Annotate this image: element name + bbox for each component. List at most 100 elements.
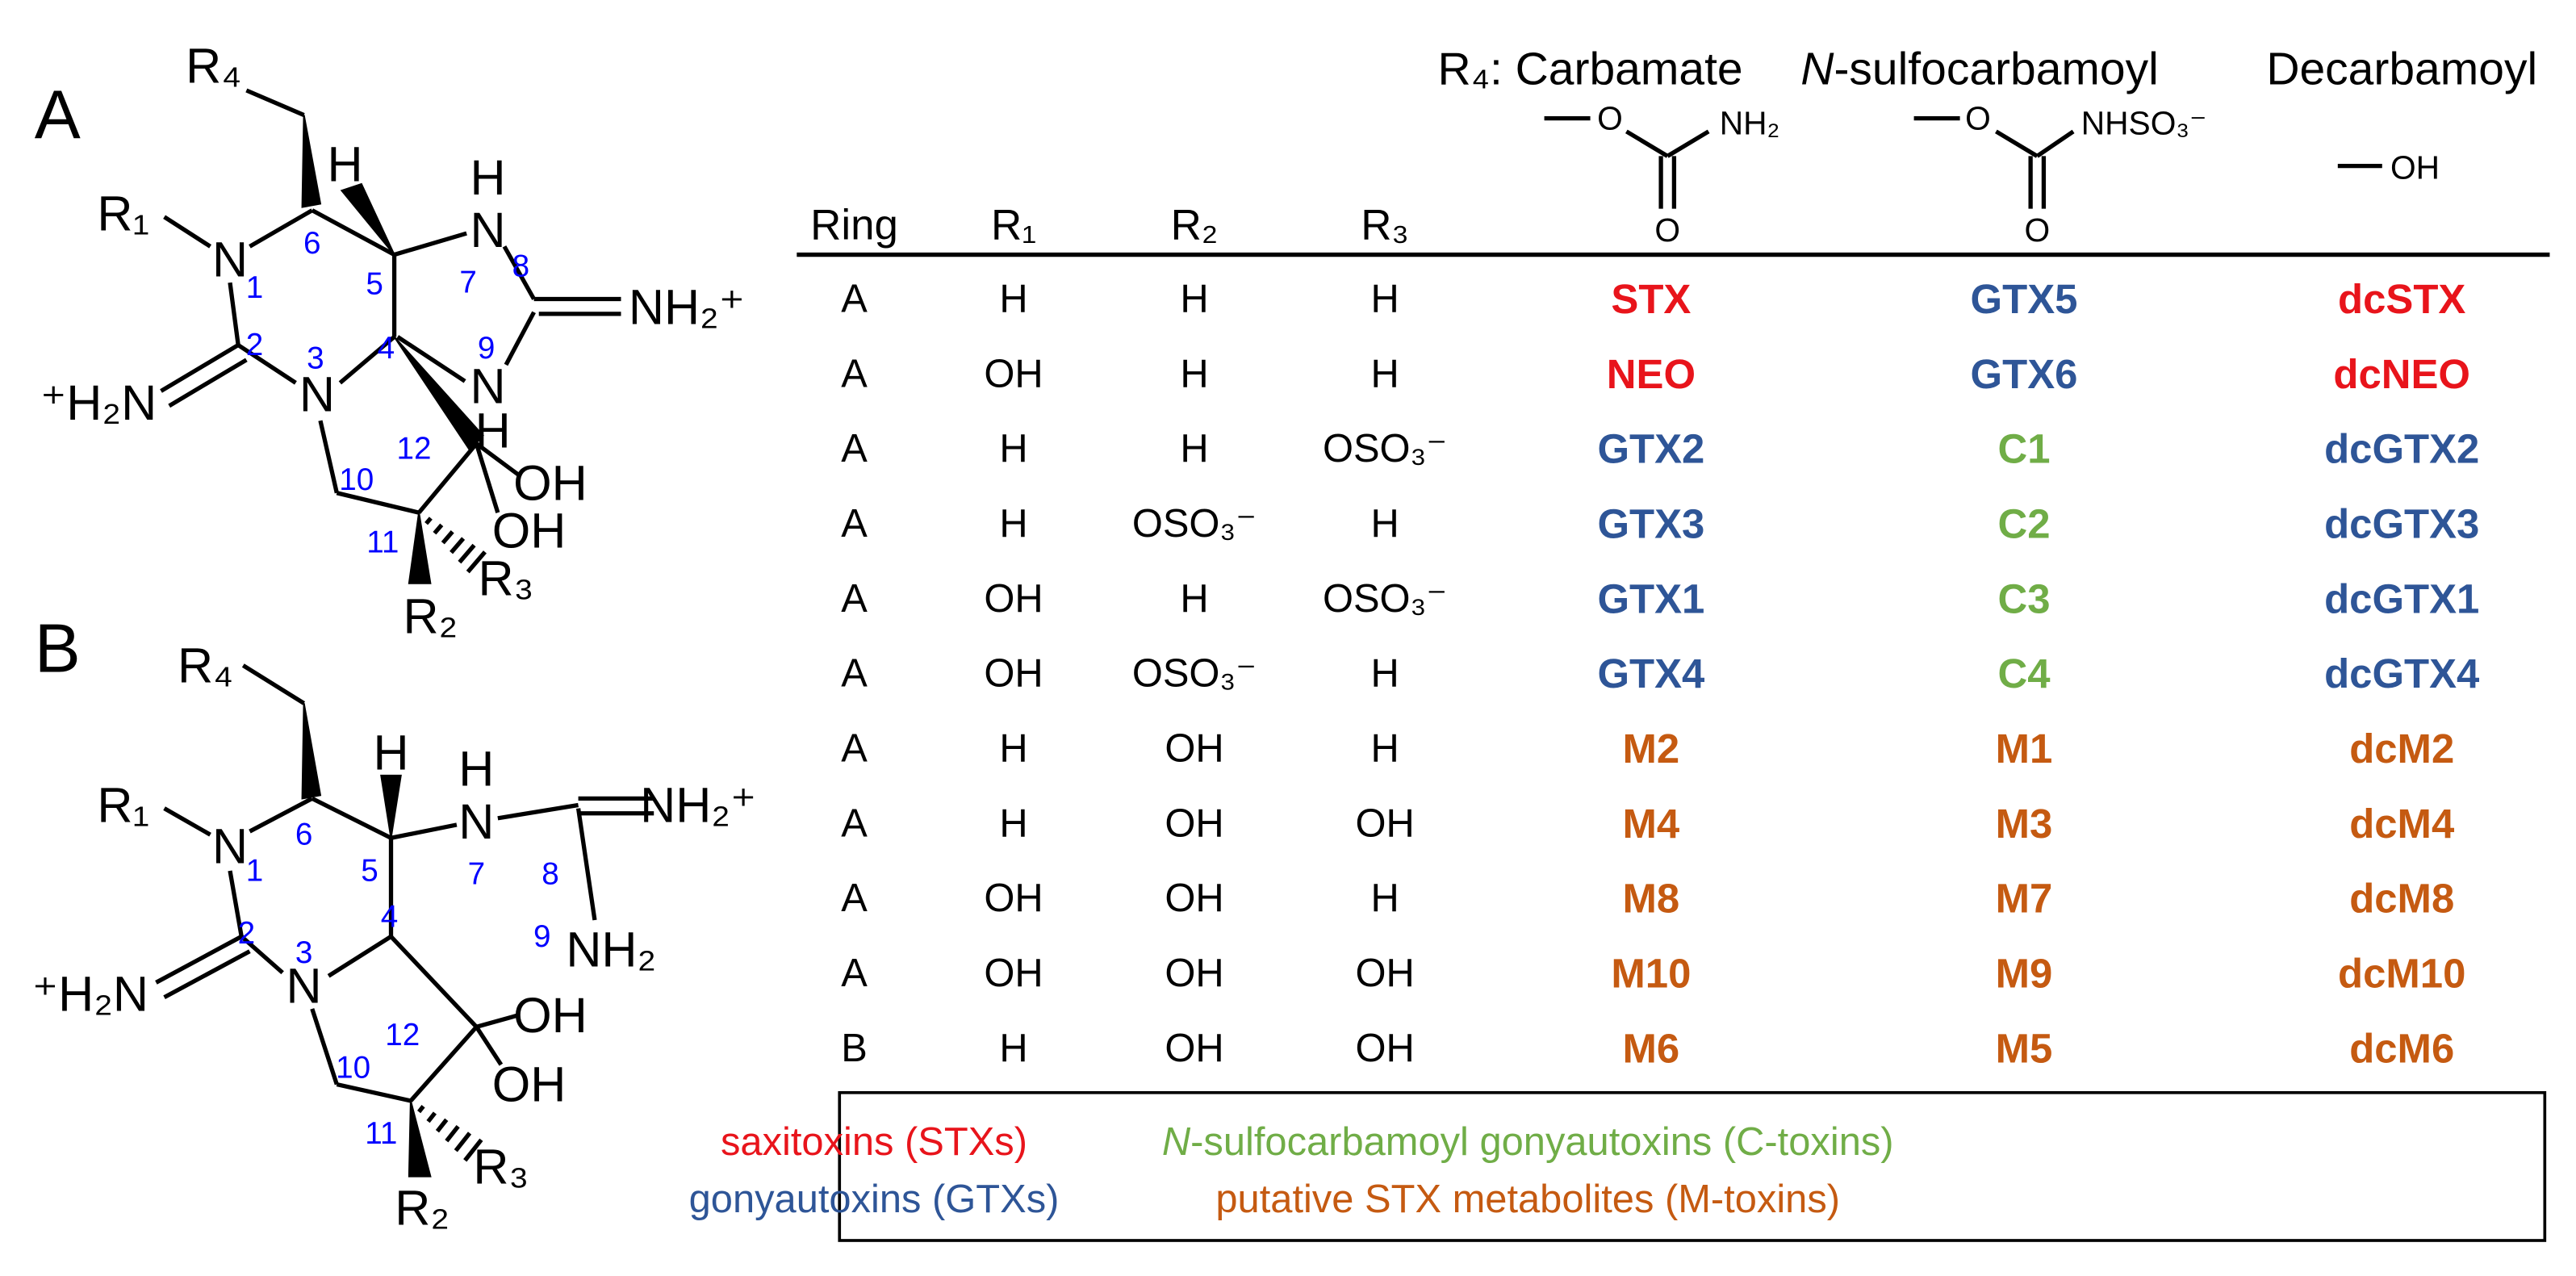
table-cell: H xyxy=(999,502,1027,546)
atom-label: ⁺H₂N xyxy=(40,375,157,430)
atom-label: R₂ xyxy=(395,1180,450,1235)
atom-number: 7 xyxy=(468,857,486,892)
table-cell: OH xyxy=(1355,1027,1414,1070)
atom-number: 1 xyxy=(246,853,264,888)
atom-label: R₄ xyxy=(186,38,241,93)
panel-label: A xyxy=(35,77,81,153)
structure-a-bonds xyxy=(160,88,621,584)
table-cell: OSO₃⁻ xyxy=(1323,577,1447,621)
table-cell: A xyxy=(841,801,868,845)
toxin-name: M9 xyxy=(1996,950,2053,996)
atom-label: H xyxy=(475,403,511,458)
structure-atom: OH xyxy=(2390,149,2440,186)
table-cell: OH xyxy=(1165,1027,1223,1070)
atom-number: 4 xyxy=(378,331,395,366)
toxin-name: M6 xyxy=(1623,1025,1680,1071)
atom-label: OH xyxy=(492,504,567,559)
table-cell: OH xyxy=(984,876,1043,920)
table-cell: A xyxy=(841,427,868,471)
column-header: R₁ xyxy=(991,201,1036,249)
table-cell: OSO₃⁻ xyxy=(1132,502,1257,546)
atom-label: ⁺H₂N xyxy=(32,967,148,1022)
toxin-name: dcM4 xyxy=(2349,801,2455,847)
legend-entry: putative STX metabolites (M-toxins) xyxy=(1215,1178,1840,1221)
table-cell: OH xyxy=(1165,952,1223,995)
table-cell: H xyxy=(999,1027,1027,1070)
table-cell: OH xyxy=(984,352,1043,395)
atom-number: 4 xyxy=(381,899,399,934)
atom-number: 3 xyxy=(295,935,313,970)
table-cell: OSO₃⁻ xyxy=(1132,652,1257,696)
table-cell: H xyxy=(1180,278,1208,321)
table-cell: A xyxy=(841,952,868,995)
atom-label: OH xyxy=(513,988,588,1043)
table-cell: OH xyxy=(984,652,1043,696)
group-header-text: R₄: Carbamate xyxy=(1438,44,1743,95)
toxin-name: NEO xyxy=(1607,351,1696,397)
panel-label: B xyxy=(35,611,81,688)
atom-label: H xyxy=(327,137,362,192)
atom-number: 12 xyxy=(396,431,431,466)
table-cell: H xyxy=(1370,727,1399,771)
toxin-name: GTX6 xyxy=(1971,351,2078,397)
structure-atom: O xyxy=(2024,211,2050,249)
table-cell: H xyxy=(1370,502,1399,546)
toxin-name: dcM10 xyxy=(2338,950,2465,996)
toxin-name: GTX3 xyxy=(1597,501,1704,547)
atom-number: 9 xyxy=(478,331,496,366)
table-cell: H xyxy=(1370,652,1399,696)
structure-atom: NHSO₃⁻ xyxy=(2081,105,2207,142)
toxin-name: dcGTX1 xyxy=(2324,575,2479,621)
table-cell: H xyxy=(1370,876,1399,920)
legend-text: putative STX metabolites (M-toxins) xyxy=(1215,1178,1840,1221)
atom-number: 8 xyxy=(542,857,559,892)
table-cell: H xyxy=(999,801,1027,845)
atom-number: 1 xyxy=(246,270,264,305)
atom-label: N xyxy=(212,232,248,287)
table-cell: OH xyxy=(1165,727,1223,771)
table-cell: H xyxy=(1180,352,1208,395)
table-cell: A xyxy=(841,502,868,546)
atom-number: 10 xyxy=(336,1051,370,1086)
toxin-name: dcNEO xyxy=(2333,351,2470,397)
legend-italic: N xyxy=(1162,1120,1191,1164)
table-cell: H xyxy=(1370,278,1399,321)
toxin-name: M1 xyxy=(1996,726,2053,772)
atom-number: 11 xyxy=(366,525,399,559)
table-cell: OH xyxy=(984,577,1043,621)
toxin-name: M8 xyxy=(1623,876,1680,922)
toxin-name: C1 xyxy=(1997,426,2050,472)
table-cell: H xyxy=(1370,352,1399,395)
atom-number: 6 xyxy=(303,226,321,261)
table-cell: OH xyxy=(984,952,1043,995)
atom-number: 5 xyxy=(366,267,383,302)
table-cell: A xyxy=(841,652,868,696)
atom-label: R₃ xyxy=(473,1139,529,1194)
atom-number: 11 xyxy=(365,1116,397,1151)
table-cell: A xyxy=(841,352,868,395)
atom-label: NH₂⁺ xyxy=(640,778,756,833)
group-header-italic: N xyxy=(1800,44,1834,95)
atom-label: R₁ xyxy=(97,778,149,833)
structure-b-bonds xyxy=(155,663,654,1178)
toxin-name: dcSTX xyxy=(2338,276,2465,322)
atom-label: N xyxy=(286,958,322,1013)
table-cell: OH xyxy=(1165,801,1223,845)
atom-label: R₂ xyxy=(403,588,458,643)
atom-label: OH xyxy=(492,1057,567,1112)
group-header: N-sulfocarbamoyl xyxy=(1800,44,2158,95)
legend-text: saxitoxins (STXs) xyxy=(721,1120,1027,1164)
table-cell: A xyxy=(841,727,868,771)
atom-number: 12 xyxy=(385,1018,420,1052)
toxin-name: GTX5 xyxy=(1971,276,2078,322)
atom-label: OH xyxy=(513,456,588,511)
atom-number: 6 xyxy=(295,818,313,852)
structure-atom: O xyxy=(1597,100,1623,137)
toxin-name: GTX2 xyxy=(1597,426,1704,472)
atom-number: 7 xyxy=(459,266,477,300)
toxin-name: GTX1 xyxy=(1597,575,1704,621)
group-structures xyxy=(797,115,2550,1242)
table-cell: OSO₃⁻ xyxy=(1323,427,1447,471)
group-header: R₄: Carbamate xyxy=(1438,44,1743,95)
column-header: R₂ xyxy=(1171,201,1219,249)
